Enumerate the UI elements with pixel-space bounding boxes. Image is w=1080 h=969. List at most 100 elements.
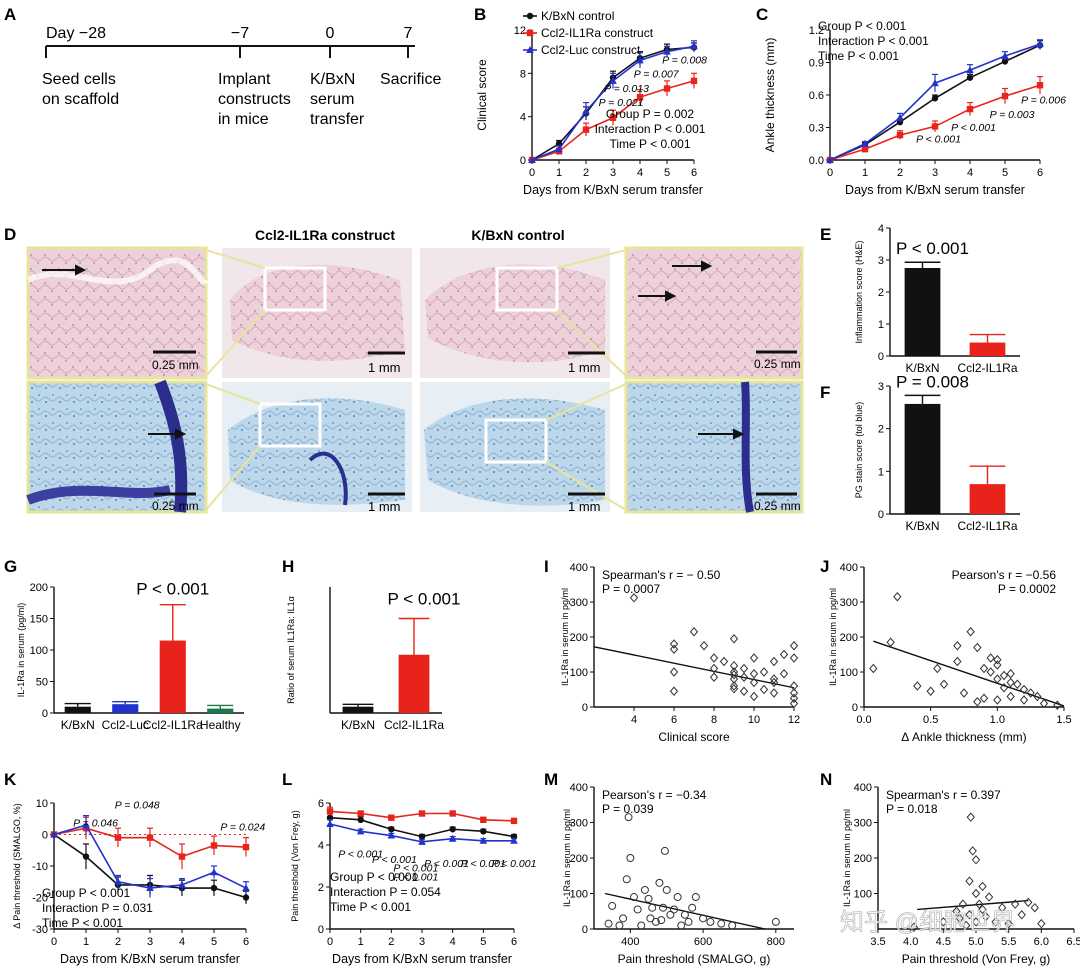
scatter-point xyxy=(729,674,739,684)
scatter-point xyxy=(789,698,799,709)
scatter-point xyxy=(789,640,799,651)
data-point xyxy=(357,810,364,817)
scatter-point xyxy=(622,875,631,884)
data-point xyxy=(861,139,869,147)
scatter-point xyxy=(619,914,628,923)
p-value-annotation: P = 0.003 xyxy=(990,109,1035,121)
data-point xyxy=(966,66,974,74)
data-point xyxy=(1001,58,1009,65)
x-tick-label: 5 xyxy=(664,167,670,179)
scatter-point xyxy=(719,656,729,667)
tb-roi-box-kbxn xyxy=(484,418,548,464)
scatter-point xyxy=(729,670,739,680)
data-point xyxy=(242,843,250,851)
data-point xyxy=(826,156,834,163)
data-point xyxy=(510,836,518,844)
scatter-point xyxy=(973,642,982,653)
y-tick-label: 300 xyxy=(854,818,872,830)
y-tick-label: 100 xyxy=(854,889,872,901)
timeline-event-label: Sacrifice xyxy=(380,71,441,88)
timeline-event-label: in mice xyxy=(218,111,269,128)
chart-h: H Ratio of serum IL1Ra: IL1α K/BxN Ccl2-IL1… xyxy=(282,557,460,732)
x-tick-label: 4 xyxy=(631,714,637,726)
scatter-point xyxy=(640,885,649,894)
y-tick-label: 200 xyxy=(854,853,872,865)
scatter-point xyxy=(615,921,624,930)
stat-summary: Time P < 0.001 xyxy=(609,137,690,151)
data-point xyxy=(896,113,904,121)
scatter-point xyxy=(975,899,984,909)
stat-summary: Time P < 0.001 xyxy=(42,916,123,930)
data-point xyxy=(50,830,58,838)
scatter-point xyxy=(699,914,708,923)
stat-summary: P = 0.0002 xyxy=(998,582,1056,596)
bar xyxy=(904,403,941,514)
timeline-day-label: 0 xyxy=(326,25,335,42)
data-point xyxy=(479,836,488,844)
p-value-annotation: P = 0.006 xyxy=(1021,95,1066,107)
data-point xyxy=(555,145,563,153)
scatter-point xyxy=(648,903,657,912)
bar xyxy=(969,484,1006,514)
data-point xyxy=(1036,82,1044,89)
stat-summary: P = 0.039 xyxy=(602,802,654,816)
x-tick-label: 0 xyxy=(327,936,333,948)
timeline-event-label: Implant xyxy=(218,71,271,88)
data-point xyxy=(690,42,698,50)
data-point xyxy=(609,76,617,84)
y-tick-label: 1.2 xyxy=(809,25,824,37)
stat-summary: Group P = 0.002 xyxy=(606,107,695,121)
x-tick-label: 4 xyxy=(967,167,973,179)
x-tick-label: 3 xyxy=(147,936,153,948)
scatter-point xyxy=(999,670,1009,681)
scatter-point xyxy=(739,663,749,674)
x-tick-label: 1 xyxy=(83,936,89,948)
x-tick-label: 1.0 xyxy=(990,714,1005,726)
chart-j: J 0 100 200 300 400 IL-1Ra in serum in pg/ml 0.… xyxy=(820,557,1072,744)
bar xyxy=(159,640,186,713)
x-tick-label: 10 xyxy=(748,714,760,726)
scatter-point xyxy=(1024,897,1033,908)
scatter-point xyxy=(893,591,902,602)
data-point xyxy=(480,816,487,823)
scatter-point xyxy=(633,905,642,914)
scatter-point xyxy=(749,691,759,702)
watermark: 知乎 @细胞世界 xyxy=(840,909,1015,936)
x-tick-label: 0.5 xyxy=(923,714,938,726)
y-tick-label: 400 xyxy=(840,562,858,574)
scatter-point xyxy=(669,644,679,655)
stat-summary: Interaction P < 0.001 xyxy=(595,122,706,136)
x-tick-label: 4 xyxy=(179,936,185,948)
data-point xyxy=(146,884,154,892)
x-tick-label: 400 xyxy=(621,936,639,948)
scatter-point xyxy=(669,639,679,649)
timeline-event-label: transfer xyxy=(310,111,365,128)
stat-summary: Group P < 0.001 xyxy=(42,886,131,900)
p-value-annotation: P = 0.048 xyxy=(115,800,160,812)
tb-roi-box-ccl2 xyxy=(258,402,322,448)
legend-marker xyxy=(526,12,534,20)
scatter-point xyxy=(659,903,668,912)
y-tick-label: 100 xyxy=(570,667,588,679)
data-point xyxy=(178,853,186,860)
data-point xyxy=(966,74,974,81)
scale-label: 1 mm xyxy=(368,360,401,375)
p-value-annotation: P = 0.008 xyxy=(662,55,707,67)
stat-summary: Pearson's r = −0.56 xyxy=(952,568,1057,582)
y-tick-label: 0 xyxy=(852,702,858,714)
x-tick-label: 0.0 xyxy=(856,714,871,726)
scatter-point xyxy=(729,660,739,671)
x-tick-label: 6 xyxy=(511,936,517,948)
x-tick-label: 5.0 xyxy=(968,936,983,948)
bar xyxy=(969,342,1006,356)
scatter-point xyxy=(684,917,693,926)
scatter-point xyxy=(959,688,969,698)
x-tick-label: 2 xyxy=(583,167,589,179)
scatter-point xyxy=(869,663,878,674)
y-tick-label: 4 xyxy=(520,112,526,124)
histology-title-kbxn: K/BxN control xyxy=(471,227,564,243)
scatter-point xyxy=(1037,918,1046,929)
y-axis-label: Δ Pain threshold (SMALGO, %) xyxy=(12,803,22,929)
x-axis-label: Days from K/BxN serum transfer xyxy=(332,952,512,966)
